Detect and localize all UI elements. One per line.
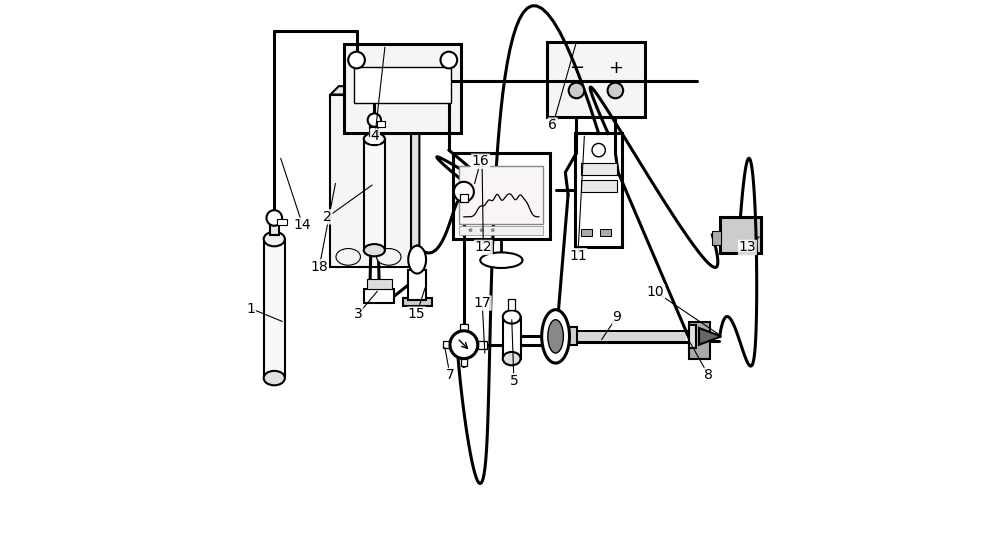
Bar xyxy=(560,325,567,348)
Circle shape xyxy=(266,210,282,226)
Bar xyxy=(712,231,721,245)
Text: 8: 8 xyxy=(704,368,713,383)
Bar xyxy=(370,127,378,136)
Circle shape xyxy=(491,229,494,232)
Text: 12: 12 xyxy=(475,240,492,255)
Circle shape xyxy=(348,52,365,68)
Text: −: − xyxy=(569,59,584,77)
Bar xyxy=(264,239,285,378)
Circle shape xyxy=(368,113,381,127)
Bar xyxy=(459,166,543,224)
Text: 6: 6 xyxy=(548,118,557,132)
Bar xyxy=(354,67,451,103)
Bar xyxy=(461,324,467,331)
Bar xyxy=(364,139,385,250)
Text: 2: 2 xyxy=(323,210,332,224)
Ellipse shape xyxy=(364,133,385,145)
Bar xyxy=(689,325,696,348)
Bar xyxy=(547,42,645,117)
Bar xyxy=(478,341,487,349)
Circle shape xyxy=(450,331,478,359)
Ellipse shape xyxy=(377,249,401,265)
Text: 5: 5 xyxy=(510,374,518,388)
Bar xyxy=(581,332,681,341)
Bar xyxy=(377,121,385,127)
Bar xyxy=(460,194,468,202)
Bar xyxy=(508,299,515,310)
Text: 13: 13 xyxy=(739,240,756,255)
Circle shape xyxy=(441,52,457,68)
Text: 11: 11 xyxy=(569,249,587,263)
Bar xyxy=(568,327,577,345)
Bar xyxy=(575,133,622,247)
Bar xyxy=(689,322,710,359)
Text: 3: 3 xyxy=(354,307,363,321)
Bar xyxy=(364,289,394,303)
Text: 18: 18 xyxy=(310,260,328,274)
Circle shape xyxy=(608,83,623,98)
Circle shape xyxy=(569,83,584,98)
Circle shape xyxy=(592,143,605,157)
Bar xyxy=(330,95,411,267)
Polygon shape xyxy=(411,86,419,267)
Polygon shape xyxy=(699,328,721,345)
Bar xyxy=(270,225,279,235)
Ellipse shape xyxy=(503,310,521,324)
Text: 16: 16 xyxy=(472,154,489,168)
Ellipse shape xyxy=(480,252,523,268)
Bar xyxy=(367,279,392,289)
Bar xyxy=(459,226,543,235)
Bar xyxy=(453,153,550,239)
Ellipse shape xyxy=(548,320,563,353)
Bar xyxy=(443,341,451,348)
Ellipse shape xyxy=(264,371,285,385)
Text: +: + xyxy=(608,59,623,77)
Bar xyxy=(720,217,761,253)
Polygon shape xyxy=(330,86,419,95)
Bar xyxy=(503,317,521,359)
Circle shape xyxy=(480,229,483,232)
Bar xyxy=(408,270,426,300)
Text: 10: 10 xyxy=(647,285,664,299)
Circle shape xyxy=(454,182,474,202)
Ellipse shape xyxy=(364,244,385,256)
Text: 9: 9 xyxy=(612,310,621,324)
Ellipse shape xyxy=(408,246,426,274)
Text: 1: 1 xyxy=(246,301,255,316)
Text: 14: 14 xyxy=(294,218,311,232)
Text: 17: 17 xyxy=(473,296,491,310)
Text: 15: 15 xyxy=(408,307,425,321)
Ellipse shape xyxy=(503,352,521,365)
Bar xyxy=(277,219,287,225)
Circle shape xyxy=(469,229,472,232)
Bar xyxy=(344,44,461,133)
Bar xyxy=(460,324,468,331)
Ellipse shape xyxy=(542,310,570,363)
Bar xyxy=(600,229,611,236)
Text: 7: 7 xyxy=(446,368,454,383)
Bar xyxy=(581,163,617,175)
Bar xyxy=(575,332,686,341)
Bar xyxy=(581,229,592,236)
Ellipse shape xyxy=(336,249,360,265)
Ellipse shape xyxy=(264,232,285,246)
Bar xyxy=(403,298,432,306)
Bar xyxy=(581,180,617,192)
Bar xyxy=(461,358,467,366)
Text: 4: 4 xyxy=(371,129,379,143)
